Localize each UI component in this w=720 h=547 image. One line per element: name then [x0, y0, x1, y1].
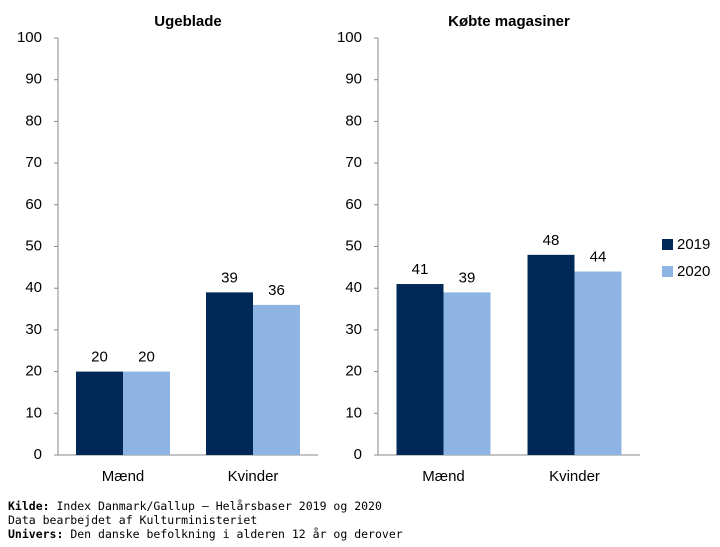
x-tick-label: Mænd	[422, 468, 465, 485]
y-tick-label: 70	[345, 154, 362, 171]
data-label: 20	[91, 349, 108, 366]
data-label: 20	[138, 349, 155, 366]
y-tick-label: 80	[345, 112, 362, 129]
legend-swatch	[662, 266, 673, 277]
data-label: 36	[268, 282, 285, 299]
legend-swatch	[662, 239, 673, 250]
legend-label: 2019	[677, 236, 710, 253]
bar	[574, 271, 622, 455]
y-tick-label: 10	[345, 404, 362, 421]
y-tick-label: 60	[345, 196, 362, 213]
note-label: Kilde:	[8, 499, 50, 513]
y-tick-label: 90	[345, 71, 362, 88]
bar	[443, 292, 491, 455]
bar	[206, 292, 253, 455]
y-tick-label: 20	[25, 363, 42, 380]
y-tick-label: 100	[17, 29, 42, 46]
note: Data bearbejdet af Kulturministeriet	[8, 513, 403, 527]
y-tick-label: 0	[354, 446, 362, 463]
y-tick-label: 70	[25, 154, 42, 171]
y-tick-label: 50	[25, 237, 42, 254]
y-tick-label: 100	[337, 29, 362, 46]
legend-label: 2020	[677, 263, 710, 280]
data-label: 48	[543, 232, 560, 249]
y-tick-label: 80	[25, 112, 42, 129]
y-tick-label: 20	[345, 363, 362, 380]
note-label: Univers:	[8, 527, 64, 541]
data-label: 41	[412, 261, 429, 278]
note: Kilde: Index Danmark/Gallup – Helårsbase…	[8, 499, 403, 513]
bar	[527, 254, 575, 455]
data-label: 44	[590, 248, 607, 265]
bar	[76, 371, 123, 455]
notes: Kilde: Index Danmark/Gallup – Helårsbase…	[8, 499, 403, 541]
y-tick-label: 30	[25, 321, 42, 338]
note-text: Data bearbejdet af Kulturministeriet	[8, 513, 258, 527]
x-tick-label: Kvinder	[549, 468, 600, 485]
y-tick-label: 30	[345, 321, 362, 338]
note-text: Index Danmark/Gallup – Helårsbaser 2019 …	[56, 499, 382, 513]
bar	[396, 284, 444, 455]
y-tick-label: 50	[345, 237, 362, 254]
y-tick-label: 90	[25, 71, 42, 88]
y-tick-label: 60	[25, 196, 42, 213]
note: Univers: Den danske befolkning i alderen…	[8, 527, 403, 541]
bar	[123, 371, 170, 455]
y-tick-label: 40	[345, 279, 362, 296]
chart-title: Ugeblade	[154, 13, 222, 30]
data-label: 39	[459, 269, 476, 286]
bar	[253, 304, 300, 455]
note-text: Den danske befolkning i alderen 12 år og…	[70, 527, 403, 541]
y-tick-label: 0	[34, 446, 42, 463]
y-tick-label: 40	[25, 279, 42, 296]
data-label: 39	[221, 269, 238, 286]
x-tick-label: Kvinder	[228, 468, 279, 485]
x-tick-label: Mænd	[102, 468, 145, 485]
chart-title: Købte magasiner	[448, 13, 570, 30]
y-tick-label: 10	[25, 404, 42, 421]
